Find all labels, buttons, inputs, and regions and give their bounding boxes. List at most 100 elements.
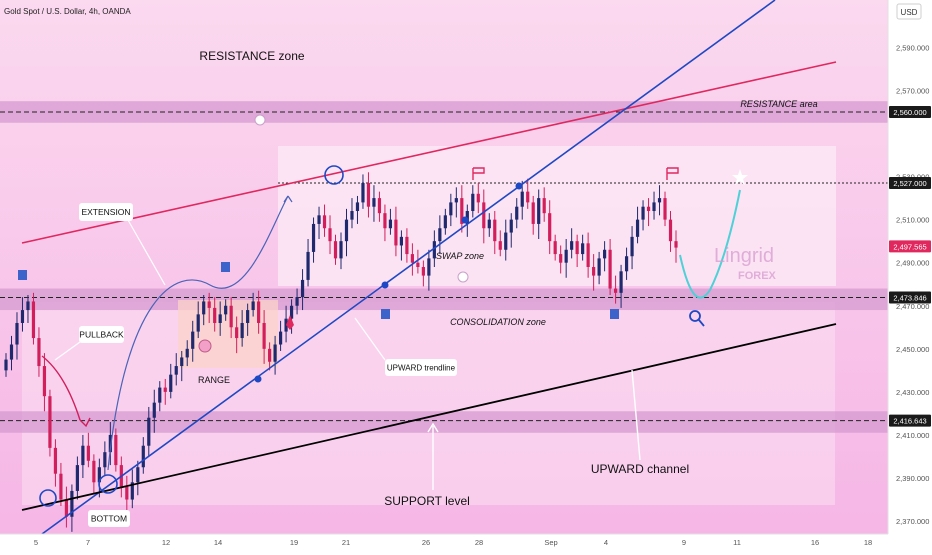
candle-body <box>163 387 167 392</box>
candle-body <box>300 279 305 298</box>
candle-body <box>515 206 519 220</box>
range-box <box>178 300 278 368</box>
candle-body <box>613 288 618 293</box>
bottom-circle-1 <box>39 489 57 507</box>
candle-body <box>586 243 590 267</box>
resistance-area-label: RESISTANCE area <box>740 99 817 109</box>
candle-body <box>333 241 338 259</box>
candle-body <box>306 251 310 280</box>
swap-zone-label: SWAP zone <box>436 251 484 261</box>
callouts: EXTENSION PULLBACK UPWARD trendline BOTT… <box>54 203 457 527</box>
candle-body <box>416 262 420 267</box>
x-tick-label: 12 <box>162 538 170 547</box>
candle-body <box>257 301 261 323</box>
candle-body <box>273 344 277 362</box>
watermark: Lingrid FOREX <box>714 245 777 282</box>
candle-body <box>152 402 156 418</box>
candle-body <box>191 331 195 349</box>
swap-area-box <box>278 146 836 286</box>
candle-body <box>218 314 222 323</box>
candle-body <box>224 305 228 315</box>
candle-body <box>251 301 255 311</box>
candle-body <box>350 211 354 220</box>
candle-body <box>608 249 612 289</box>
candle-body <box>108 434 112 453</box>
top-circle <box>324 165 344 185</box>
candle-body <box>355 202 360 212</box>
candle-body <box>147 417 151 446</box>
y-tick-label: 2,470.000 <box>896 302 929 311</box>
candle-body <box>284 318 288 332</box>
candle-body <box>570 241 574 250</box>
bottom-label: BOTTOM <box>91 514 127 524</box>
price-tag-1 <box>889 177 931 190</box>
candle-body <box>174 366 178 375</box>
x-tick-label: 19 <box>290 538 298 547</box>
symbol-title: Gold Spot / U.S. Dollar, 4h, OANDA <box>4 7 131 16</box>
candle-body <box>97 467 101 483</box>
x-tick-label: 28 <box>475 538 483 547</box>
candle-body <box>125 486 129 500</box>
candle-body <box>498 241 502 250</box>
candle-body <box>668 219 673 242</box>
x-tick-label: 18 <box>864 538 872 547</box>
upward-trendline <box>41 0 776 535</box>
x-tick-label: 16 <box>811 538 819 547</box>
resistance-line <box>21 61 837 244</box>
bottom-circle-2 <box>98 474 118 494</box>
candle-body <box>235 327 239 339</box>
candle-body <box>64 499 69 517</box>
extension-curve <box>107 195 289 471</box>
currency-box[interactable] <box>896 3 922 20</box>
candle-body <box>399 236 404 246</box>
candle-body <box>542 198 546 214</box>
candle-body <box>9 344 14 360</box>
candle-body <box>103 452 107 468</box>
candle-body <box>295 297 299 306</box>
candle-body <box>158 387 162 403</box>
price-lines <box>0 111 888 422</box>
candle-body <box>476 193 480 203</box>
price-axis-panel <box>888 0 932 550</box>
candle-body <box>185 348 189 358</box>
candle-body <box>597 258 601 276</box>
y-tick-label: 2,510.000 <box>896 216 929 225</box>
candle-body <box>361 183 365 203</box>
watermark-name: Lingrid <box>714 245 774 267</box>
trendline-touch-1 <box>254 375 262 383</box>
rocket-icon <box>286 315 294 330</box>
candle-body <box>262 322 266 349</box>
dividend-marker-2 <box>457 271 469 283</box>
price-tag-label: 2,473.846 <box>893 293 926 302</box>
candle-body <box>317 215 321 224</box>
candle-body <box>482 202 486 229</box>
range-label: RANGE <box>198 375 230 385</box>
up-marker-2 <box>610 309 619 319</box>
candle-body <box>366 183 371 207</box>
candle-body <box>180 357 184 367</box>
candle-body <box>564 249 568 263</box>
candle-body <box>603 249 607 259</box>
candle-body <box>344 219 349 242</box>
candle-body <box>581 243 585 255</box>
candle-body <box>624 256 629 272</box>
watermark-sub: FOREX <box>738 270 777 282</box>
candle-body <box>53 447 58 474</box>
candle-body <box>652 202 656 212</box>
candle-body <box>383 213 387 229</box>
x-tick-label: 14 <box>214 538 222 547</box>
down-marker-1 <box>18 270 27 280</box>
candle-body <box>246 310 250 323</box>
candle-body <box>504 232 508 250</box>
candle-body <box>328 228 332 242</box>
extension-pointer <box>127 219 166 286</box>
price-tag-3 <box>889 291 931 304</box>
candle-body <box>520 191 524 207</box>
x-tick-label: Sep <box>544 538 557 547</box>
upward-channel-label: UPWARD channel <box>591 462 689 476</box>
candle-body <box>15 322 19 345</box>
candle-body <box>322 215 327 229</box>
snail-icon <box>198 339 212 353</box>
candle-body <box>657 198 662 203</box>
candle-body <box>377 198 382 214</box>
